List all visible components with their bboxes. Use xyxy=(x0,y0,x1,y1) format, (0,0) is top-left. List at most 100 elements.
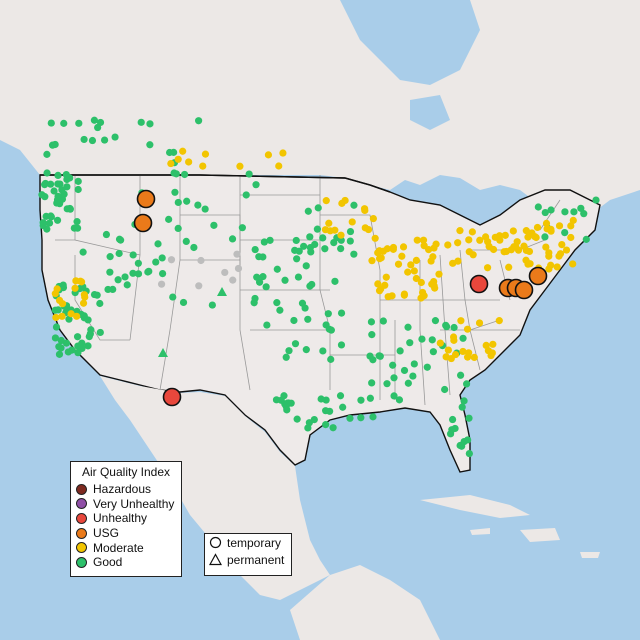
legend-label: USG xyxy=(93,526,120,541)
aqi-legend-title: Air Quality Index xyxy=(81,465,171,479)
site-good xyxy=(329,424,337,432)
site-good xyxy=(459,334,467,342)
site-good xyxy=(87,326,95,334)
site-good xyxy=(561,228,569,237)
site-good xyxy=(158,269,167,278)
site-moderate xyxy=(321,226,330,234)
site-no-data xyxy=(221,268,229,277)
site-good xyxy=(260,238,268,246)
site-good xyxy=(541,233,549,241)
site-moderate xyxy=(399,243,408,251)
site-good xyxy=(183,197,191,205)
site-good xyxy=(146,141,154,149)
site-moderate xyxy=(569,260,577,268)
site-moderate xyxy=(236,162,244,170)
site-good xyxy=(154,240,162,248)
site-good xyxy=(38,191,46,199)
very-unhealthy-swatch xyxy=(76,498,87,510)
legend-row-very-unhealthy: Very Unhealthy xyxy=(71,497,181,512)
site-good xyxy=(53,216,62,224)
good-swatch xyxy=(76,556,87,568)
site-moderate xyxy=(547,261,555,269)
site-good xyxy=(441,385,449,394)
site-good xyxy=(311,240,319,249)
site-moderate xyxy=(484,238,492,246)
site-good xyxy=(262,283,270,291)
site-elevated xyxy=(162,387,182,407)
site-moderate xyxy=(341,196,349,205)
site-good xyxy=(100,136,109,144)
site-good xyxy=(228,235,237,243)
site-good xyxy=(111,133,119,141)
site-good xyxy=(59,281,67,289)
site-good xyxy=(302,262,310,270)
site-elevated xyxy=(528,266,548,286)
site-good xyxy=(327,355,335,363)
site-good xyxy=(74,349,82,357)
site-moderate xyxy=(360,205,369,213)
site-good xyxy=(273,299,281,307)
site-good xyxy=(165,215,173,223)
site-good xyxy=(137,118,145,126)
site-moderate xyxy=(374,280,382,288)
site-moderate xyxy=(468,228,476,236)
site-good xyxy=(75,119,83,127)
site-good xyxy=(389,361,397,369)
site-moderate xyxy=(463,325,472,333)
site-good xyxy=(442,323,451,331)
site-good xyxy=(541,208,549,217)
site-good xyxy=(462,380,471,388)
site-good xyxy=(102,230,111,239)
site-good xyxy=(423,363,431,371)
site-moderate xyxy=(398,252,406,260)
site-good xyxy=(96,328,104,337)
site-good xyxy=(431,317,440,325)
site-good xyxy=(460,397,468,405)
site-moderate xyxy=(371,234,379,242)
site-good xyxy=(346,414,354,422)
site-good xyxy=(48,141,57,149)
site-good xyxy=(43,169,51,177)
site-moderate xyxy=(407,261,415,269)
site-moderate xyxy=(444,241,452,249)
site-good xyxy=(70,224,78,232)
site-good xyxy=(74,177,82,185)
site-good xyxy=(146,120,154,128)
site-good xyxy=(121,273,129,281)
site-moderate xyxy=(459,347,467,356)
site-elevated xyxy=(514,280,534,300)
site-good xyxy=(337,236,345,244)
site-good xyxy=(304,207,312,215)
site-good xyxy=(404,323,412,331)
site-good xyxy=(337,309,346,317)
site-moderate xyxy=(553,263,561,271)
site-good xyxy=(534,203,542,211)
site-elevated xyxy=(133,213,153,233)
site-good xyxy=(52,323,61,331)
site-moderate xyxy=(413,236,421,244)
legend-row-usg: USG xyxy=(71,526,181,541)
site-good xyxy=(336,392,345,400)
site-moderate xyxy=(526,260,534,268)
site-good xyxy=(410,360,418,368)
site-good xyxy=(282,353,290,361)
site-moderate xyxy=(509,227,517,235)
site-good xyxy=(195,117,203,125)
legend-row-hazardous: Hazardous xyxy=(71,482,181,497)
site-moderate xyxy=(419,236,428,244)
site-good xyxy=(179,298,188,307)
site-good xyxy=(259,253,267,261)
site-good xyxy=(368,331,376,339)
site-moderate xyxy=(417,278,425,287)
site-moderate xyxy=(489,245,498,254)
site-good xyxy=(330,238,338,247)
canada-landmass xyxy=(0,0,640,215)
site-good xyxy=(96,299,104,308)
site-good xyxy=(319,234,327,242)
site-moderate xyxy=(410,267,418,275)
site-moderate xyxy=(470,353,478,362)
legend-row-moderate: Moderate xyxy=(71,540,181,555)
site-good xyxy=(106,253,114,261)
site-good xyxy=(134,270,143,278)
site-good xyxy=(238,224,246,232)
